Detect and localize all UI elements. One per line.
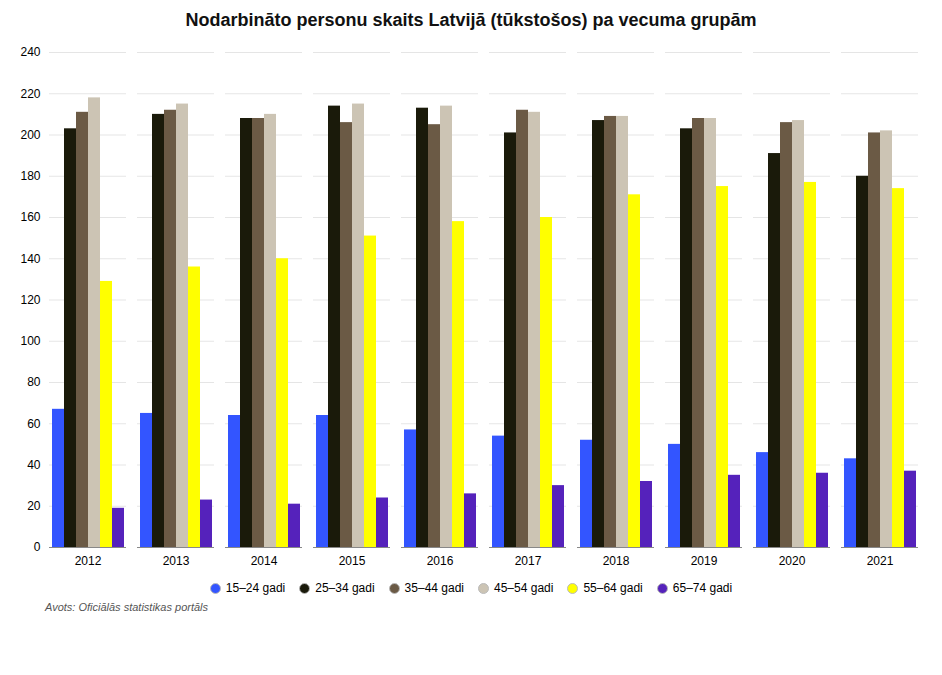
html-text:55–64 gadi: 55–64 gadi <box>583 581 643 595</box>
svg-text:2013: 2013 <box>163 554 190 568</box>
svg-text:140: 140 <box>20 252 40 266</box>
svg-text:160: 160 <box>20 210 40 224</box>
svg-text:2020: 2020 <box>779 554 806 568</box>
svg-text:2019: 2019 <box>691 554 718 568</box>
svg-text:2014: 2014 <box>251 554 278 568</box>
svg-text:2012: 2012 <box>75 554 102 568</box>
svg-text:60: 60 <box>27 417 41 431</box>
svg-text:40: 40 <box>27 458 41 472</box>
svg-text:240: 240 <box>20 45 40 59</box>
html-text:25–34 gadi: 25–34 gadi <box>315 581 375 595</box>
svg-text:2018: 2018 <box>603 554 630 568</box>
svg-text:0: 0 <box>34 540 41 554</box>
svg-text:120: 120 <box>20 293 40 307</box>
html-text:65–74 gadi: 65–74 gadi <box>672 581 733 595</box>
html-text:45–54 gadi: 45–54 gadi <box>494 581 554 595</box>
html-text:15–24 gadi: 15–24 gadi <box>225 581 286 595</box>
svg-text:2021: 2021 <box>867 554 894 568</box>
svg-text:2015: 2015 <box>339 554 366 568</box>
svg-text:220: 220 <box>20 87 40 101</box>
html-text:35–44 gadi: 35–44 gadi <box>404 581 464 595</box>
html-text:Nodarbināto personu skaits Lat: Nodarbināto personu skaits Latvijā (tūks… <box>185 10 757 30</box>
svg-text:180: 180 <box>20 169 40 183</box>
svg-text:80: 80 <box>27 375 41 389</box>
svg-text:100: 100 <box>20 334 40 348</box>
svg-text:2016: 2016 <box>427 554 454 568</box>
svg-text:200: 200 <box>20 128 40 142</box>
html-text:Avots: Oficiālās statistikas p: Avots: Oficiālās statistikas portāls <box>45 601 208 613</box>
svg-text:20: 20 <box>27 499 41 513</box>
svg-text:2017: 2017 <box>515 554 542 568</box>
